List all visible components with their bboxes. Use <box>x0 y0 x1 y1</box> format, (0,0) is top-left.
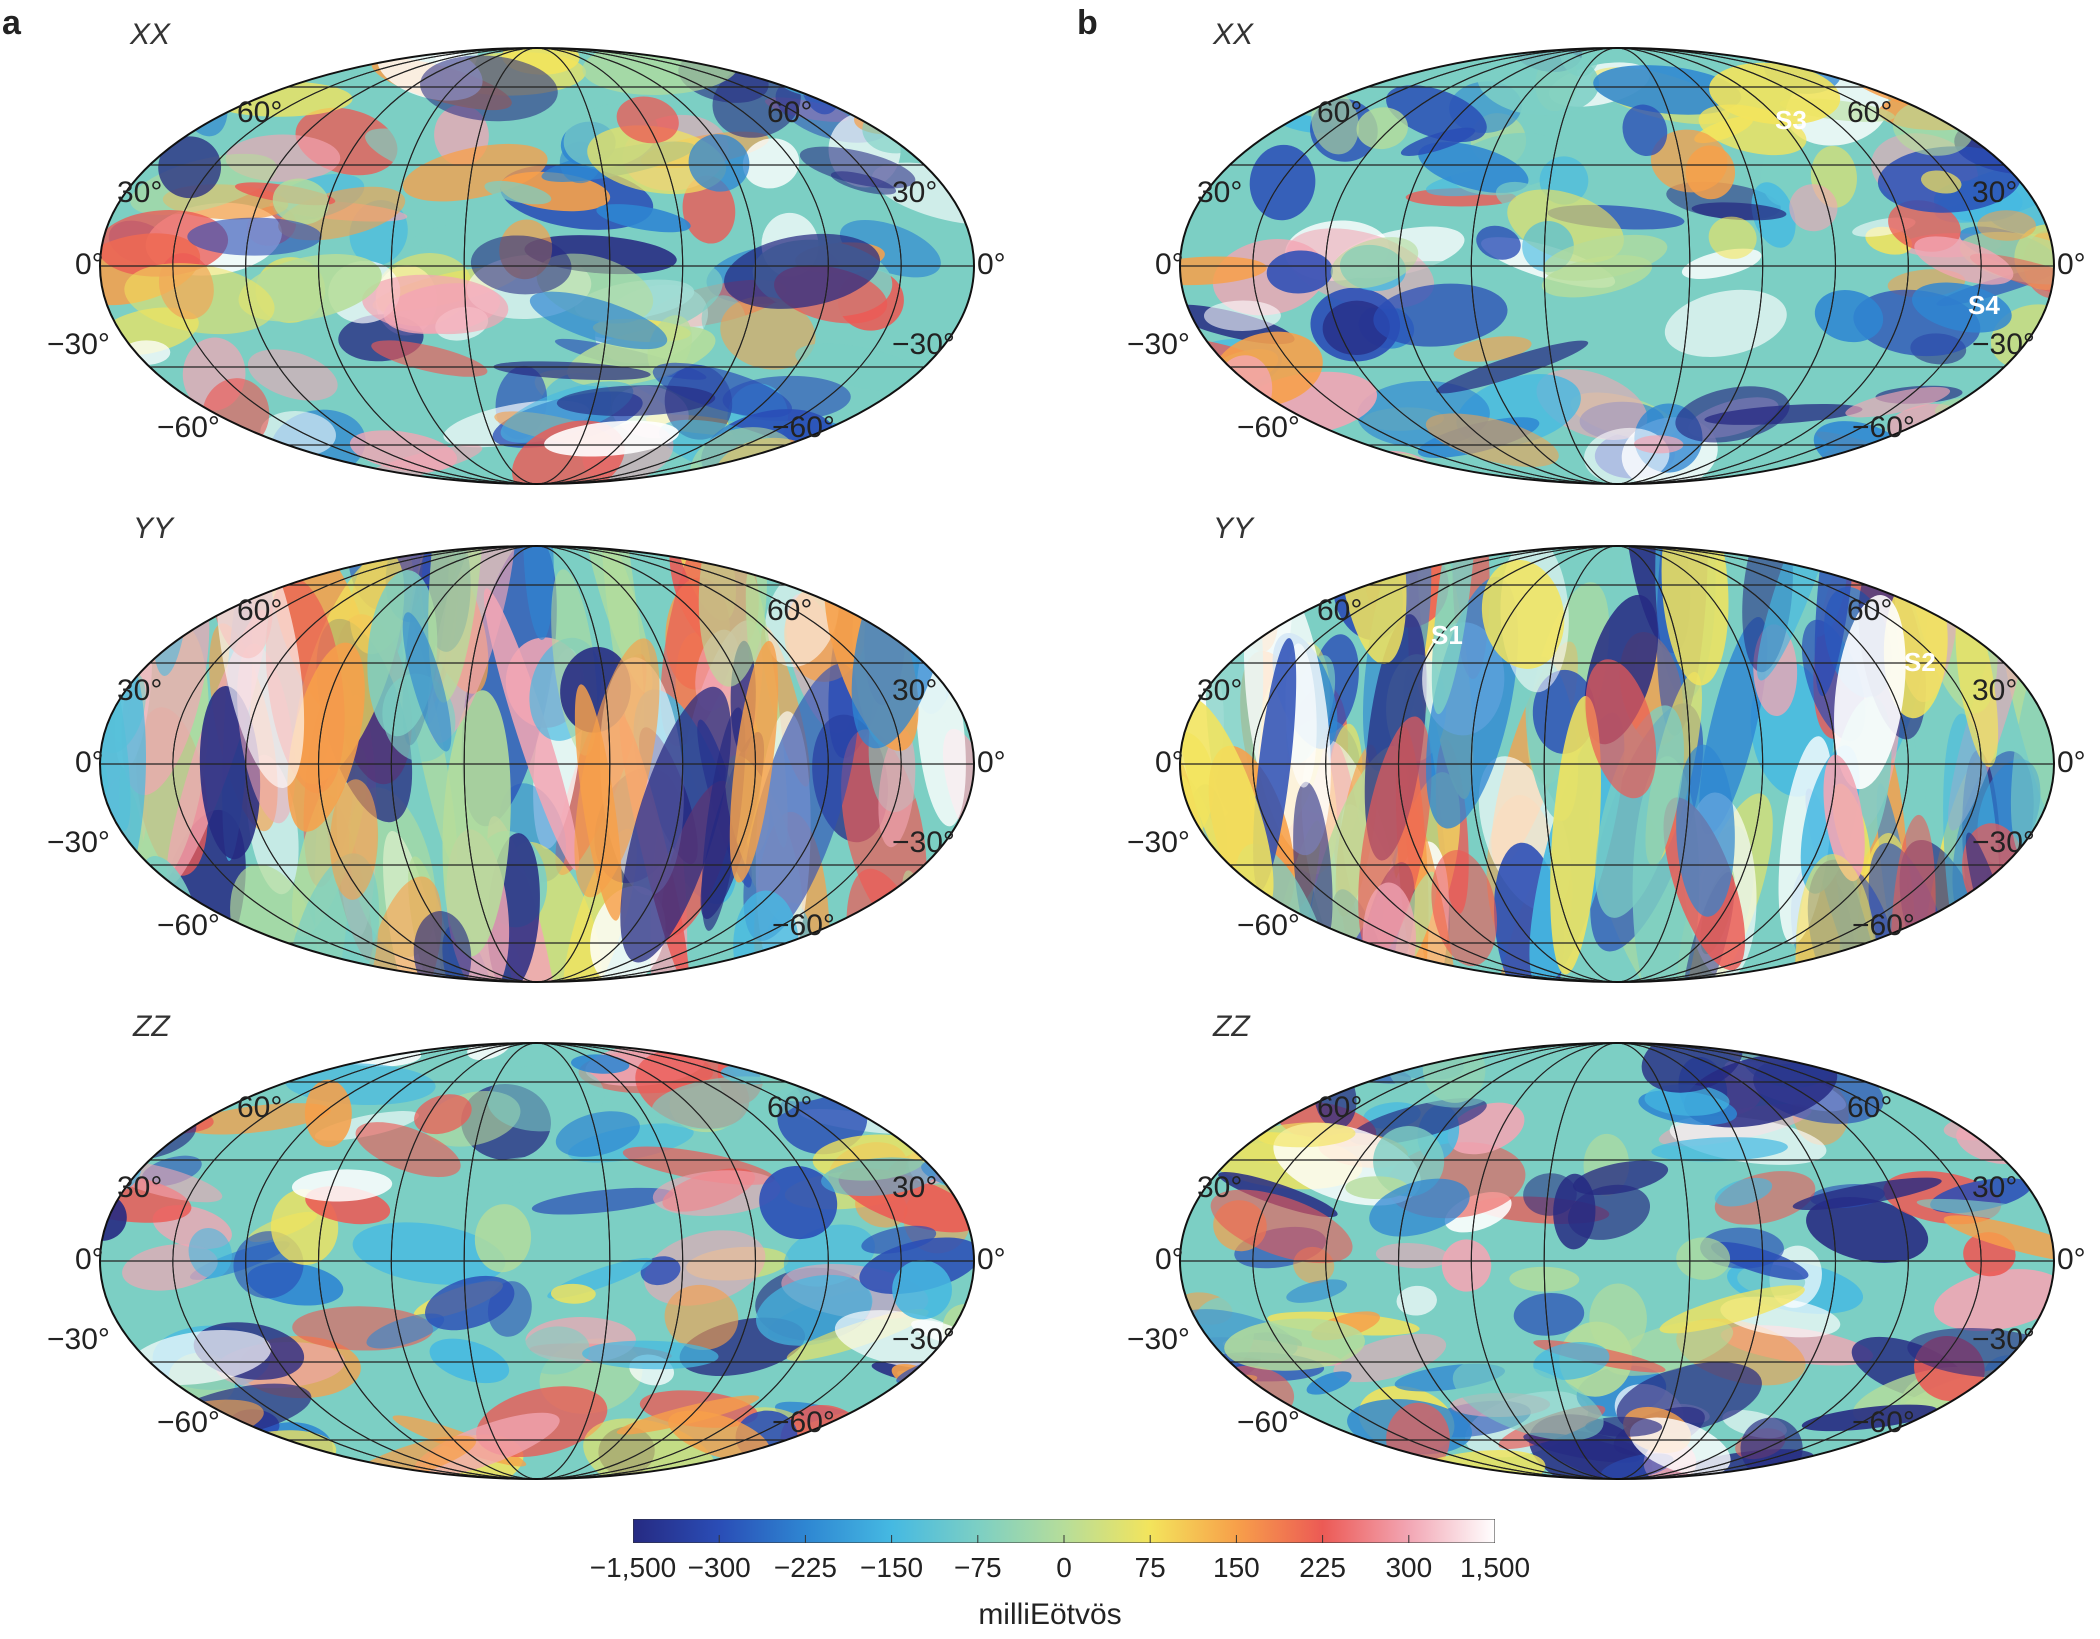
lat-label-s30-l-b-yy: −30° <box>1127 826 1190 859</box>
colorbar-title: milliEötvös <box>978 1598 1122 1631</box>
lat-label-eq-r-b-xx: 0° <box>2057 248 2086 281</box>
label-xx-a: XX <box>130 18 171 51</box>
lat-label-n30-r-b-yy: 30° <box>1972 674 2018 707</box>
colorbar-tick-label: 300 <box>1385 1552 1433 1583</box>
lat-label-eq-r-b-zz: 0° <box>2057 1243 2086 1276</box>
label-zz-a: ZZ <box>133 1010 170 1043</box>
lat-label-n60-l-a-yy: 60° <box>237 594 283 627</box>
lat-label-n60-r-a-xx: 60° <box>767 96 813 129</box>
panel-label-a: a <box>2 4 21 42</box>
lat-label-n60-l-a-zz: 60° <box>237 1091 283 1124</box>
lat-label-n30-r-a-zz: 30° <box>892 1171 938 1204</box>
lat-label-n30-l-a-xx: 30° <box>117 176 163 209</box>
lat-label-s30-l-b-zz: −30° <box>1127 1323 1190 1356</box>
lat-label-n30-r-b-xx: 30° <box>1972 176 2018 209</box>
lat-label-s30-l-a-xx: −30° <box>47 328 110 361</box>
lat-label-n60-l-a-xx: 60° <box>237 96 283 129</box>
map-a-xx <box>99 47 975 485</box>
colorbar-tick-label: 75 <box>1134 1552 1166 1583</box>
lat-label-n30-r-a-yy: 30° <box>892 674 938 707</box>
lat-label-eq-r-a-zz: 0° <box>977 1243 1006 1276</box>
colorbar-tick-label: 0 <box>1056 1552 1072 1583</box>
lat-label-n30-r-b-zz: 30° <box>1972 1171 2018 1204</box>
lat-label-s30-l-b-xx: −30° <box>1127 328 1190 361</box>
colorbar-tick-label: −150 <box>860 1552 924 1583</box>
lat-label-s60-l-b-zz: −60° <box>1237 1406 1300 1439</box>
label-zz-b: ZZ <box>1213 1010 1250 1043</box>
lat-label-n60-l-b-yy: 60° <box>1317 594 1363 627</box>
lat-label-n60-r-a-zz: 60° <box>767 1091 813 1124</box>
colorbar <box>632 1518 1496 1544</box>
lat-label-s60-r-b-zz: −60° <box>1852 1406 1915 1439</box>
lat-label-s30-r-b-xx: −30° <box>1972 328 2035 361</box>
label-yy-a: YY <box>133 512 174 545</box>
lat-label-s30-l-a-zz: −30° <box>47 1323 110 1356</box>
lat-label-s60-l-b-yy: −60° <box>1237 909 1300 942</box>
map-b-yy <box>1179 545 2055 983</box>
lat-label-eq-r-a-yy: 0° <box>977 746 1006 779</box>
lat-label-s60-l-a-yy: −60° <box>157 909 220 942</box>
marker-s1: S1 <box>1431 620 1463 650</box>
colorbar-tick-label: 1,500 <box>1459 1552 1531 1583</box>
lat-label-n30-l-b-yy: 30° <box>1197 674 1243 707</box>
lat-label-n60-r-b-xx: 60° <box>1847 96 1893 129</box>
marker-s3: S3 <box>1775 105 1807 135</box>
lat-label-n30-l-a-zz: 30° <box>117 1171 163 1204</box>
lat-label-s30-l-a-yy: −30° <box>47 826 110 859</box>
marker-s4: S4 <box>1968 290 2000 320</box>
lat-label-s60-r-b-xx: −60° <box>1852 411 1915 444</box>
lat-label-s60-r-a-yy: −60° <box>772 909 835 942</box>
label-xx-b: XX <box>1213 18 1254 51</box>
colorbar-tick-label: −75 <box>954 1552 1002 1583</box>
lat-label-s60-r-a-zz: −60° <box>772 1406 835 1439</box>
lat-label-s30-r-a-zz: −30° <box>892 1323 955 1356</box>
lat-label-s30-r-a-xx: −30° <box>892 328 955 361</box>
marker-s2: S2 <box>1904 647 1936 677</box>
lat-label-eq-r-b-yy: 0° <box>2057 746 2086 779</box>
lat-label-s30-r-b-zz: −30° <box>1972 1323 2035 1356</box>
lat-label-n30-r-a-xx: 30° <box>892 176 938 209</box>
lat-label-s30-r-a-yy: −30° <box>892 826 955 859</box>
colorbar-tick-label: −1,500 <box>589 1552 677 1583</box>
label-yy-b: YY <box>1213 512 1254 545</box>
lat-label-n30-l-b-zz: 30° <box>1197 1171 1243 1204</box>
lat-label-eq-l-a-xx: 0° <box>75 248 104 281</box>
panel-label-b: b <box>1077 4 1098 42</box>
colorbar-tick-label: 150 <box>1213 1552 1260 1583</box>
map-a-yy <box>99 545 975 983</box>
lat-label-eq-l-b-yy: 0° <box>1155 746 1184 779</box>
lat-label-eq-l-b-xx: 0° <box>1155 248 1184 281</box>
lat-label-n60-r-a-yy: 60° <box>767 594 813 627</box>
lat-label-s60-r-b-yy: −60° <box>1852 909 1915 942</box>
lat-label-eq-r-a-xx: 0° <box>977 248 1006 281</box>
lat-label-eq-l-a-zz: 0° <box>75 1243 104 1276</box>
colorbar-tick-label: −225 <box>773 1552 837 1583</box>
lat-label-n60-r-b-zz: 60° <box>1847 1091 1893 1124</box>
lat-label-s60-l-a-xx: −60° <box>157 411 220 444</box>
lat-label-n60-r-b-yy: 60° <box>1847 594 1893 627</box>
colorbar-tick-label: −300 <box>687 1552 751 1583</box>
lat-label-s60-l-a-zz: −60° <box>157 1406 220 1439</box>
lat-label-s30-r-b-yy: −30° <box>1972 826 2035 859</box>
colorbar-tick-label: 225 <box>1299 1552 1346 1583</box>
lat-label-n60-l-b-zz: 60° <box>1317 1091 1363 1124</box>
lat-label-s60-r-a-xx: −60° <box>772 411 835 444</box>
lat-label-eq-l-b-zz: 0° <box>1155 1243 1184 1276</box>
lat-label-n30-l-b-xx: 30° <box>1197 176 1243 209</box>
lat-label-n60-l-b-xx: 60° <box>1317 96 1363 129</box>
lat-label-eq-l-a-yy: 0° <box>75 746 104 779</box>
lat-label-n30-l-a-yy: 30° <box>117 674 163 707</box>
lat-label-s60-l-b-xx: −60° <box>1237 411 1300 444</box>
